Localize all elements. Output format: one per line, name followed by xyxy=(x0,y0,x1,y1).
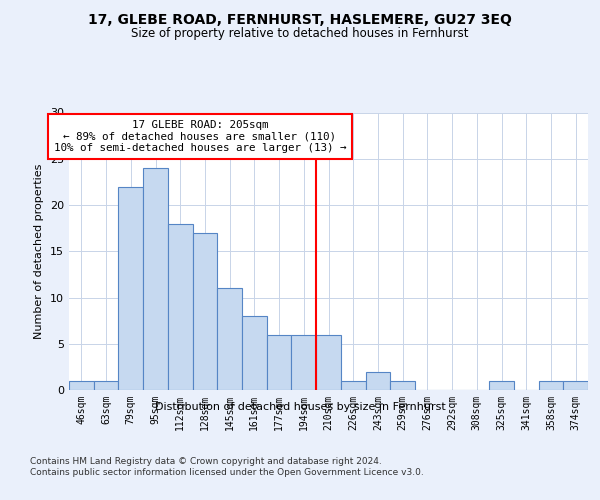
Bar xyxy=(118,186,143,390)
Y-axis label: Number of detached properties: Number of detached properties xyxy=(34,164,44,339)
Text: 17 GLEBE ROAD: 205sqm
← 89% of detached houses are smaller (110)
10% of semi-det: 17 GLEBE ROAD: 205sqm ← 89% of detached … xyxy=(54,120,346,153)
Text: Size of property relative to detached houses in Fernhurst: Size of property relative to detached ho… xyxy=(131,28,469,40)
Bar xyxy=(539,381,563,390)
Bar xyxy=(292,334,316,390)
Text: Distribution of detached houses by size in Fernhurst: Distribution of detached houses by size … xyxy=(155,402,445,412)
Bar xyxy=(217,288,242,390)
Bar xyxy=(563,381,588,390)
Bar xyxy=(94,381,118,390)
Bar xyxy=(168,224,193,390)
Bar xyxy=(267,334,292,390)
Bar xyxy=(193,233,217,390)
Text: 17, GLEBE ROAD, FERNHURST, HASLEMERE, GU27 3EQ: 17, GLEBE ROAD, FERNHURST, HASLEMERE, GU… xyxy=(88,12,512,26)
Text: Contains HM Land Registry data © Crown copyright and database right 2024.
Contai: Contains HM Land Registry data © Crown c… xyxy=(30,458,424,477)
Bar xyxy=(489,381,514,390)
Bar xyxy=(341,381,365,390)
Bar xyxy=(365,372,390,390)
Bar xyxy=(242,316,267,390)
Bar xyxy=(143,168,168,390)
Bar xyxy=(69,381,94,390)
Bar xyxy=(316,334,341,390)
Bar xyxy=(390,381,415,390)
